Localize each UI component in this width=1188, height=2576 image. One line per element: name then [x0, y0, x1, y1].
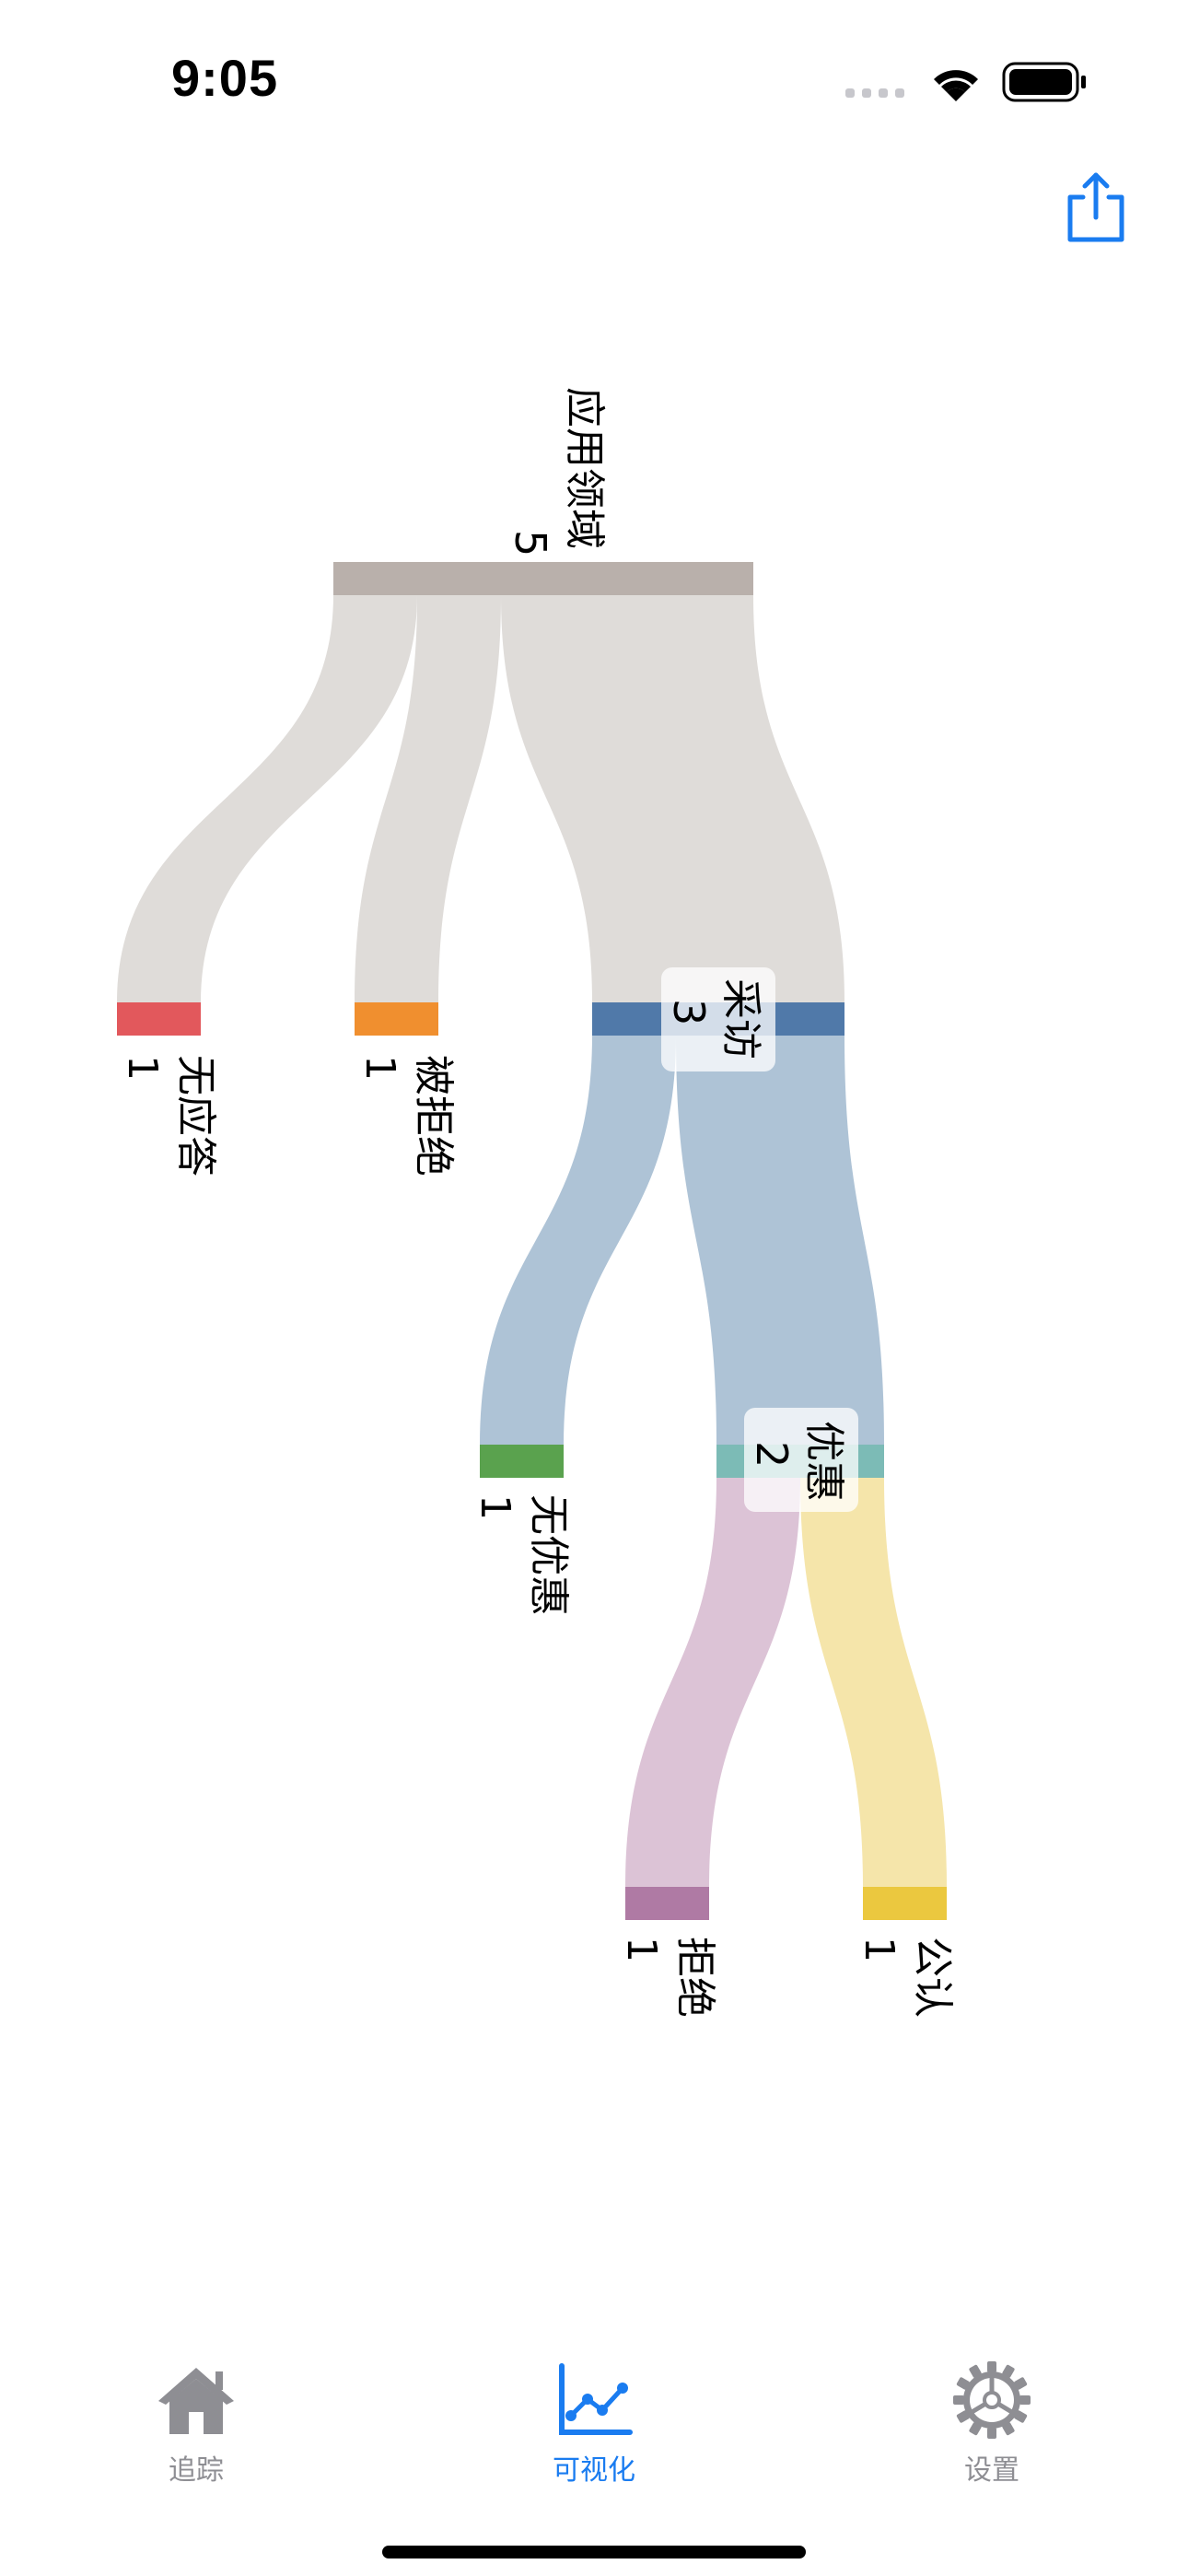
wifi-icon — [934, 70, 978, 101]
node-value-declined: 1 — [618, 1937, 665, 1962]
status-time: 9:05 — [171, 49, 279, 107]
node-value-interview: 3 — [664, 999, 714, 1025]
share-icon — [1067, 172, 1124, 242]
node-label-rejected: 被拒绝 — [410, 1055, 457, 1177]
tab-label-tracking: 追踪 — [169, 2454, 224, 2487]
sankey-link-3 — [501, 595, 844, 1002]
tab-label-visualization: 可视化 — [553, 2454, 635, 2487]
node-badge-offer — [744, 1408, 858, 1512]
sankey-node-rejected — [355, 1002, 438, 1036]
cellular-signal-icon — [845, 88, 904, 98]
node-value-no-response: 1 — [119, 1055, 166, 1081]
battery-icon — [1002, 62, 1086, 102]
house-icon — [158, 2368, 234, 2434]
node-badge-interview — [661, 967, 775, 1071]
sankey-node-root — [333, 562, 753, 595]
sankey-node-declined — [625, 1887, 709, 1920]
sankey-link-7 — [800, 1478, 947, 1887]
tab-label-settings: 设置 — [964, 2454, 1019, 2487]
node-value-rejected: 1 — [356, 1055, 403, 1081]
sankey-link-5 — [676, 1036, 884, 1445]
status-icons — [845, 62, 1086, 102]
node-value-offer: 2 — [747, 1441, 797, 1468]
node-label-declined: 拒绝 — [671, 1937, 718, 2018]
node-label-accepted: 公认 — [909, 1937, 956, 2018]
sankey-diagram: 应用领域 5 无应答 1 被拒绝 1 采访 3 无优惠 1 — [117, 387, 956, 2018]
sankey-labels: 应用领域 5 无应答 1 被拒绝 1 采访 3 无优惠 1 — [119, 387, 956, 2018]
node-label-interview: 采访 — [717, 978, 764, 1060]
tab-tracking[interactable]: 追踪 — [104, 2359, 288, 2497]
sankey-links — [117, 595, 947, 1887]
node-label-no-offer: 无优惠 — [525, 1494, 572, 1616]
node-label-no-response: 无应答 — [172, 1055, 219, 1177]
sankey-link-4 — [480, 1036, 676, 1445]
node-value-accepted: 1 — [856, 1937, 903, 1962]
status-bar: 9:05 — [0, 0, 1188, 157]
gear-icon — [953, 2361, 1031, 2439]
home-indicator — [382, 2546, 806, 2558]
sankey-node-no-response — [117, 1002, 201, 1036]
node-value-root: 5 — [506, 530, 555, 556]
sankey-link-1 — [117, 595, 417, 1002]
sankey-link-2 — [355, 595, 501, 1002]
node-label-root: 应用领域 — [561, 387, 608, 549]
share-button[interactable] — [1059, 166, 1133, 249]
tab-bar: 追踪 可视化 — [0, 2340, 1188, 2576]
chart-line-icon — [559, 2363, 633, 2435]
sankey-link-6 — [625, 1478, 800, 1887]
node-label-offer: 优惠 — [800, 1421, 847, 1502]
tab-visualization[interactable]: 可视化 — [502, 2359, 686, 2497]
tab-settings[interactable]: 设置 — [900, 2359, 1084, 2497]
sankey-node-no-offer — [480, 1445, 564, 1478]
node-value-no-offer: 1 — [472, 1494, 518, 1520]
sankey-node-accepted — [863, 1887, 947, 1920]
